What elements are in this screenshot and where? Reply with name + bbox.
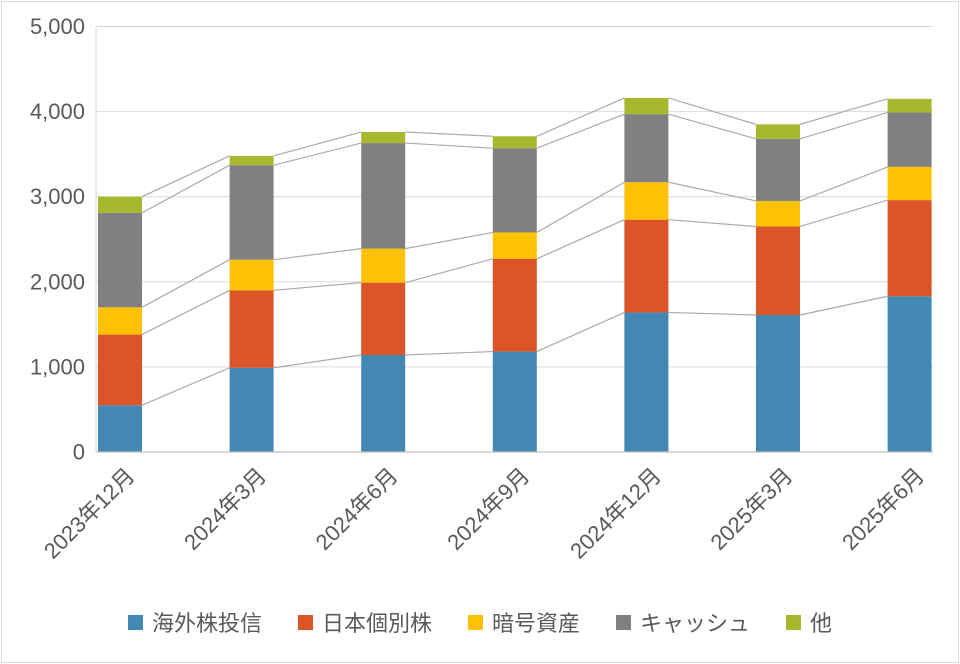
series-line-他 [799, 98, 888, 125]
y-tick-label: 3,000 [30, 184, 85, 209]
bar-segment-日本個別株[interactable] [98, 334, 142, 406]
series-line-暗号資産 [668, 181, 757, 202]
bar-segment-海外株投信[interactable] [624, 312, 669, 452]
series-line-キャッシュ [273, 142, 362, 166]
bar-segment-暗号資産[interactable] [361, 248, 406, 283]
series-line-海外株投信 [668, 311, 757, 316]
series-line-海外株投信 [141, 367, 230, 406]
series-line-暗号資産 [405, 231, 493, 250]
series-line-日本個別株 [668, 219, 757, 228]
legend-label: 他 [810, 611, 833, 636]
series-line-日本個別株 [536, 219, 625, 260]
x-tick-label: 2024年9月 [442, 463, 534, 555]
bar-segment-他[interactable] [229, 155, 274, 166]
series-line-キャッシュ [668, 113, 757, 140]
legend-swatch-icon [786, 614, 802, 630]
legend-item-キャッシュ[interactable]: キャッシュ [616, 606, 750, 638]
bar-segment-キャッシュ[interactable] [98, 212, 142, 308]
bar-segment-キャッシュ[interactable] [624, 114, 669, 183]
y-tick-label: 0 [73, 439, 85, 464]
bar-segment-日本個別株[interactable] [756, 226, 800, 315]
bar-segment-海外株投信[interactable] [229, 367, 274, 452]
series-line-他 [405, 131, 493, 137]
bar-segment-日本個別株[interactable] [887, 200, 932, 297]
series-line-海外株投信 [405, 350, 493, 356]
series-line-暗号資産 [799, 166, 888, 202]
series-line-日本個別株 [799, 199, 888, 228]
series-line-暗号資産 [141, 259, 230, 308]
series-line-キャッシュ [799, 111, 888, 140]
y-tick-label: 4,000 [30, 99, 85, 124]
series-line-キャッシュ [536, 113, 625, 149]
bar-segment-海外株投信[interactable] [492, 351, 537, 452]
bar-segment-海外株投信[interactable] [756, 314, 800, 452]
bar-segment-他[interactable] [361, 132, 406, 144]
series-line-他 [536, 97, 625, 137]
legend-label: 海外株投信 [151, 611, 262, 636]
legend-swatch-icon [127, 614, 143, 630]
legend-item-暗号資産[interactable]: 暗号資産 [467, 606, 580, 638]
bar-segment-暗号資産[interactable] [492, 232, 537, 259]
x-tick-label: 2024年3月 [179, 463, 271, 555]
bar-segment-キャッシュ[interactable] [887, 112, 932, 167]
series-line-日本個別株 [405, 258, 493, 284]
y-tick-label: 5,000 [30, 14, 85, 39]
bar-segment-他[interactable] [492, 136, 537, 149]
bar-segment-キャッシュ[interactable] [756, 138, 800, 201]
x-tick-label: 2025年3月 [705, 463, 797, 555]
legend-item-他[interactable]: 他 [786, 606, 832, 638]
legend-label: キャッシュ [640, 611, 751, 636]
bar-segment-暗号資産[interactable] [98, 307, 142, 335]
bar-segment-暗号資産[interactable] [756, 200, 800, 227]
x-tick-label: 2024年6月 [311, 463, 403, 555]
bar-segment-海外株投信[interactable] [361, 354, 406, 452]
bar-segment-他[interactable] [624, 97, 669, 115]
series-line-日本個別株 [141, 289, 230, 336]
bar-segment-日本個別株[interactable] [361, 282, 406, 355]
series-line-海外株投信 [799, 295, 888, 316]
y-tick-label: 1,000 [30, 354, 85, 379]
series-line-他 [273, 131, 362, 157]
series-line-暗号資産 [273, 248, 362, 261]
legend-swatch-icon [297, 614, 313, 630]
series-line-キャッシュ [405, 142, 493, 149]
bar-segment-日本個別株[interactable] [229, 290, 274, 368]
legend-label: 日本個別株 [321, 611, 432, 636]
bar-segment-海外株投信[interactable] [98, 405, 142, 452]
x-tick-label: 2024年12月 [565, 463, 666, 564]
bar-segment-海外株投信[interactable] [887, 296, 932, 452]
bar-segment-キャッシュ[interactable] [492, 148, 537, 233]
legend-swatch-icon [467, 614, 483, 630]
bar-segment-キャッシュ[interactable] [361, 143, 406, 249]
legend-label: 暗号資産 [491, 611, 580, 636]
series-line-暗号資産 [536, 181, 625, 233]
bar-segment-暗号資産[interactable] [887, 166, 932, 201]
legend-item-日本個別株[interactable]: 日本個別株 [297, 606, 432, 638]
legend: 海外株投信 日本個別株 暗号資産 キャッシュ 他 [2, 606, 958, 638]
bar-segment-他[interactable] [887, 98, 932, 113]
series-line-海外株投信 [536, 311, 625, 353]
series-line-海外株投信 [273, 354, 362, 369]
x-tick-label: 2023年12月 [39, 463, 140, 564]
series-line-日本個別株 [273, 282, 362, 291]
y-tick-label: 2,000 [30, 269, 85, 294]
bar-segment-日本個別株[interactable] [492, 258, 537, 352]
series-line-他 [141, 155, 230, 198]
legend-swatch-icon [616, 614, 631, 630]
bar-segment-暗号資産[interactable] [229, 259, 274, 291]
x-tick-label: 2025年6月 [837, 463, 929, 555]
series-line-キャッシュ [141, 164, 230, 214]
legend-item-海外株投信[interactable]: 海外株投信 [127, 606, 262, 638]
bar-segment-キャッシュ[interactable] [229, 165, 274, 260]
bar-segment-他[interactable] [98, 196, 142, 213]
bar-segment-他[interactable] [756, 124, 800, 139]
series-line-他 [668, 97, 757, 125]
bar-segment-日本個別株[interactable] [624, 219, 669, 313]
bar-segment-暗号資産[interactable] [624, 182, 669, 220]
